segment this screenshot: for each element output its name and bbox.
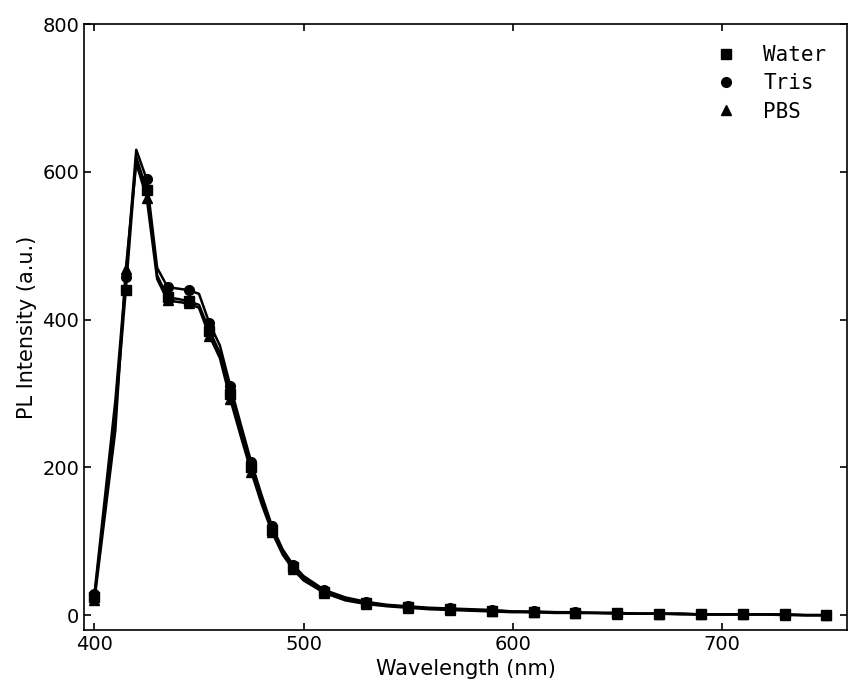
Tris [822,611,832,619]
Tris [121,273,131,281]
Tris [226,382,236,390]
Line: Tris: Tris [90,175,831,620]
Tris [529,608,539,616]
Tris [486,606,497,614]
PBS [246,468,257,476]
Water [162,293,173,301]
Water [121,286,131,294]
Water [738,610,748,619]
PBS [822,611,832,619]
Water [696,610,706,619]
Line: PBS: PBS [90,193,831,620]
Tris [204,319,214,328]
PBS [696,610,706,619]
Tris [696,610,706,619]
Water [320,587,330,596]
PBS [183,299,194,308]
Tris [570,608,581,617]
PBS [361,600,372,608]
Water [779,610,790,619]
X-axis label: Wavelength (nm): Wavelength (nm) [376,659,556,679]
PBS [779,611,790,619]
Tris [89,590,99,599]
PBS [267,528,277,537]
Tris [403,602,413,610]
Tris [162,283,173,292]
PBS [320,589,330,597]
Water [654,610,664,618]
PBS [89,596,99,605]
Tris [654,610,664,618]
Water [486,606,497,615]
PBS [570,609,581,617]
Water [226,389,236,397]
Water [204,326,214,335]
PBS [486,608,497,616]
PBS [445,606,455,614]
Tris [779,610,790,619]
Water [570,609,581,617]
Water [612,609,622,617]
PBS [738,610,748,619]
Tris [246,458,257,466]
Water [361,599,372,608]
Tris [267,522,277,530]
Tris [288,561,298,569]
Water [403,603,413,611]
Y-axis label: PL Intensity (a.u.): PL Intensity (a.u.) [16,235,36,419]
Tris [183,286,194,294]
Tris [445,604,455,612]
PBS [654,610,664,618]
Water [89,592,99,601]
PBS [529,608,539,617]
Line: Water: Water [90,186,831,620]
Water [529,608,539,617]
Legend: Water, Tris, PBS: Water, Tris, PBS [695,35,837,132]
PBS [204,332,214,340]
Tris [738,610,748,619]
Tris [612,609,622,617]
Tris [142,175,152,184]
PBS [162,296,173,305]
Water [288,563,298,571]
PBS [612,610,622,618]
PBS [142,193,152,202]
PBS [226,395,236,404]
PBS [288,565,298,574]
Water [142,187,152,195]
Water [822,611,832,619]
PBS [403,603,413,612]
Water [246,464,257,472]
Water [445,605,455,613]
Tris [361,598,372,606]
Water [267,526,277,535]
Water [183,297,194,306]
Tris [320,586,330,594]
PBS [121,265,131,274]
